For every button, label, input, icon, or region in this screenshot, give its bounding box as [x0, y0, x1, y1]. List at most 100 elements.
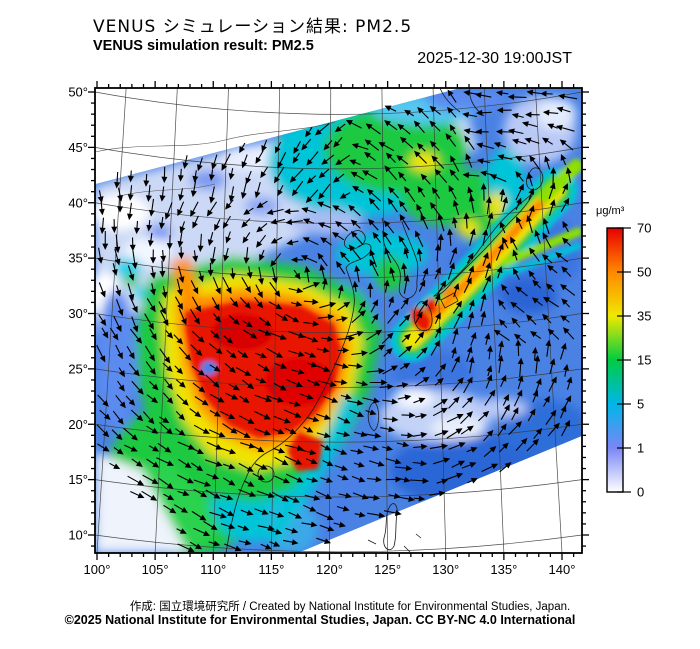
wind-arrow	[364, 432, 382, 439]
wind-arrow	[270, 218, 285, 225]
wind-arrow	[159, 310, 169, 327]
wind-arrow	[176, 528, 187, 534]
wind-arrow	[482, 228, 489, 246]
path-shape	[320, 433, 382, 537]
wind-arrow	[527, 408, 536, 422]
wind-arrow	[482, 252, 489, 267]
wind-arrow	[284, 208, 299, 215]
wind-arrow	[436, 280, 447, 295]
wind-arrow	[111, 263, 118, 276]
wind-arrow	[541, 254, 553, 264]
wind-arrow	[337, 301, 351, 311]
wind-arrow	[337, 416, 351, 424]
wind-arrow	[239, 142, 246, 154]
wind-arrow	[98, 282, 106, 298]
wind-arrow	[189, 541, 203, 550]
wind-arrow	[159, 260, 166, 278]
wind-arrow	[336, 431, 351, 438]
wind-arrow	[432, 407, 448, 417]
wind-arrow	[224, 543, 242, 552]
wind-arrow	[288, 511, 303, 519]
wind-arrow	[290, 301, 303, 307]
wind-arrow	[527, 172, 533, 187]
wind-arrow	[210, 330, 220, 339]
wind-arrow	[191, 365, 206, 376]
wind-arrow	[542, 137, 553, 145]
wind-arrow	[254, 394, 273, 403]
wind-arrows-layer	[96, 89, 578, 552]
wind-arrow	[398, 345, 413, 358]
latitude-tick-label: 10°	[68, 528, 88, 543]
wind-arrow	[206, 441, 223, 450]
wind-arrow	[388, 186, 400, 199]
wind-arrow	[365, 123, 381, 135]
wind-arrow	[148, 380, 159, 391]
wind-arrow	[222, 215, 231, 229]
wind-arrow	[351, 350, 368, 357]
wind-arrow	[543, 296, 559, 308]
wind-arrow	[401, 412, 416, 419]
wind-arrow	[161, 285, 168, 299]
wind-arrow	[255, 377, 267, 384]
wind-arrow	[131, 316, 139, 333]
wind-arrow	[193, 424, 210, 434]
wind-arrow	[286, 473, 304, 483]
forecast-timestamp: 2025-12-30 19:00JST	[417, 50, 572, 67]
wind-arrow	[464, 135, 475, 151]
wind-arrow	[150, 266, 156, 279]
wind-arrow	[178, 346, 192, 361]
parallel-line	[95, 91, 582, 115]
wind-arrow	[282, 539, 299, 546]
wind-arrow	[362, 170, 378, 180]
wind-arrow	[210, 246, 216, 265]
wind-arrow	[268, 511, 285, 518]
wind-arrow	[99, 217, 106, 235]
wind-arrow	[266, 208, 284, 216]
wind-arrow	[463, 376, 473, 394]
wind-arrow	[365, 409, 377, 416]
wind-arrow	[515, 197, 522, 210]
wind-arrow	[542, 313, 552, 324]
wind-arrow	[194, 396, 209, 406]
colorbar-tick-label: 35	[637, 309, 651, 324]
wind-arrow	[493, 329, 510, 341]
wind-arrow	[242, 320, 253, 328]
wind-arrow	[214, 218, 221, 231]
wind-arrow	[397, 394, 412, 401]
wind-arrow	[284, 455, 303, 465]
wind-arrow	[219, 410, 236, 419]
wind-arrow	[510, 236, 518, 251]
wind-arrow	[222, 277, 232, 295]
wind-arrow	[179, 221, 186, 234]
wind-arrow	[146, 394, 159, 404]
wind-arrow	[319, 301, 337, 309]
wind-arrow	[240, 509, 254, 516]
wind-arrow	[468, 194, 475, 214]
colorbar-unit-label: μg/m³	[596, 205, 625, 217]
wind-arrow	[446, 414, 464, 423]
latitude-tick-label: 30°	[68, 306, 88, 321]
wind-arrow	[220, 523, 236, 530]
wind-arrow	[384, 247, 392, 263]
wind-arrow	[149, 328, 157, 341]
longitude-tick-label: 125°	[374, 562, 401, 577]
wind-arrow	[499, 221, 506, 234]
wind-arrow	[317, 314, 335, 320]
wind-arrow	[515, 339, 522, 357]
wind-arrow	[293, 269, 301, 280]
wind-arrow	[189, 408, 202, 418]
wind-arrow	[431, 187, 441, 199]
wind-arrow	[333, 448, 348, 455]
latitude-tick-label: 50°	[68, 85, 88, 100]
wind-arrow	[529, 247, 540, 262]
wind-arrow	[302, 218, 315, 225]
wind-arrow	[548, 199, 556, 217]
wind-arrow	[290, 368, 305, 375]
wind-arrow	[383, 347, 393, 357]
wind-arrow	[350, 231, 364, 246]
wind-arrow	[461, 462, 477, 469]
wind-arrow	[362, 397, 380, 404]
wind-arrow	[413, 443, 428, 450]
wind-arrow	[190, 201, 199, 217]
wind-arrow	[434, 168, 448, 184]
